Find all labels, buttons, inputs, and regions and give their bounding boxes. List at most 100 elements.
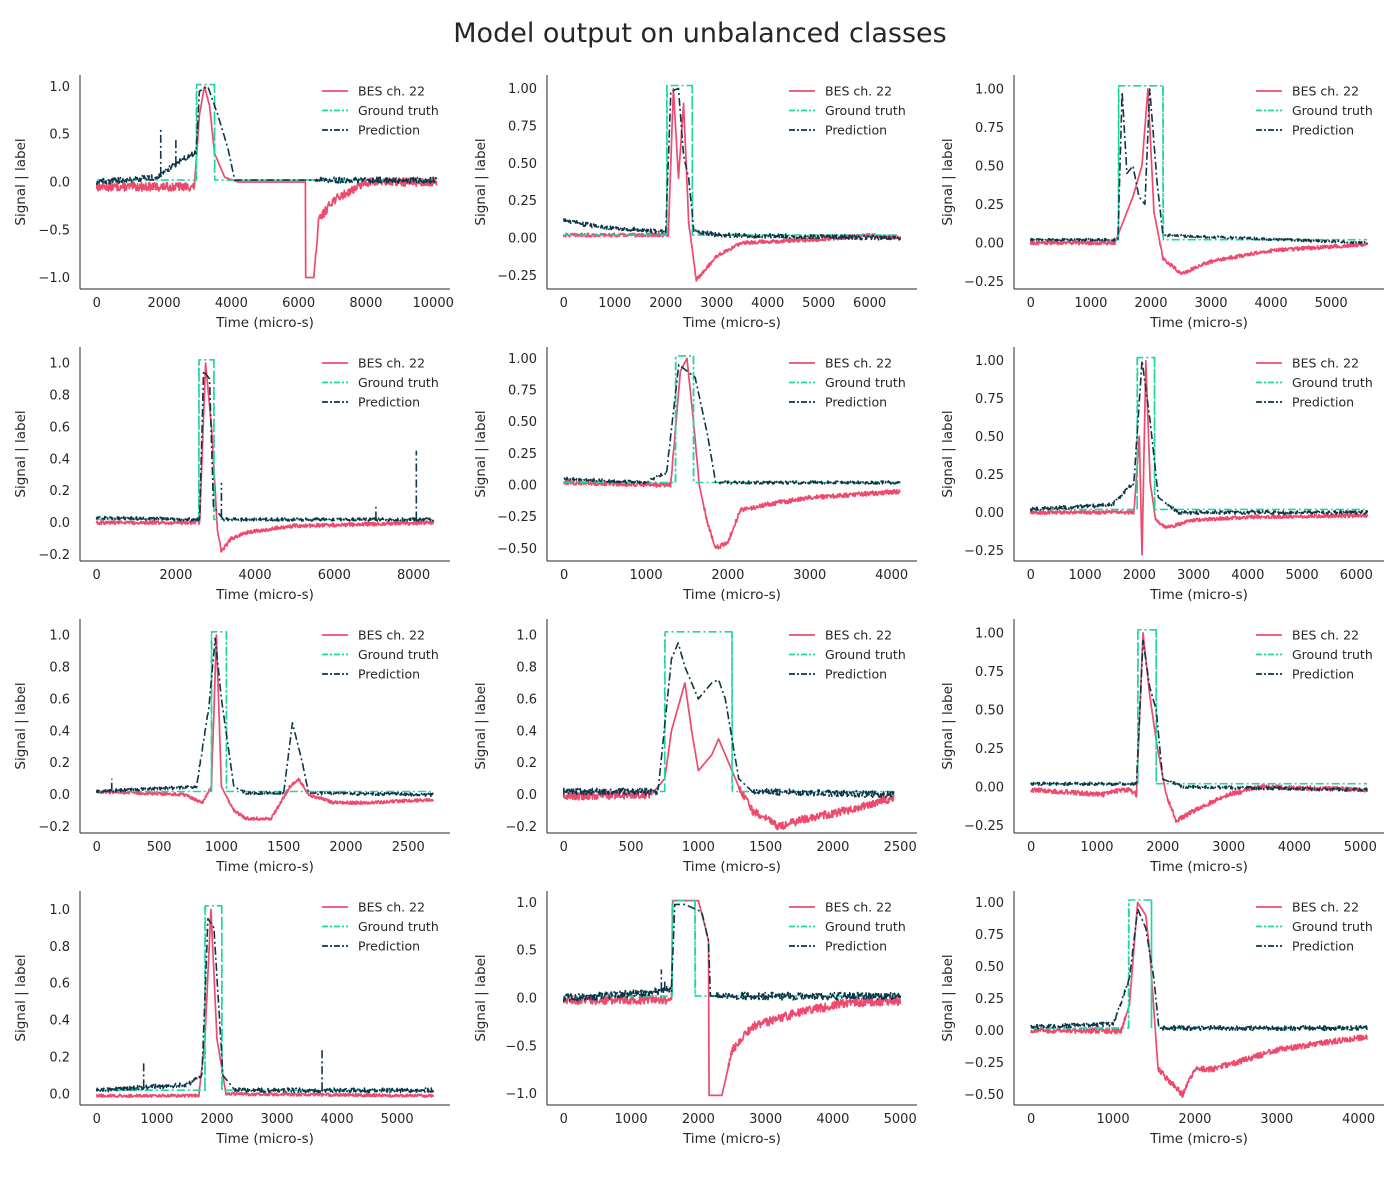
legend-label: BES ch. 22 [1292, 628, 1359, 643]
signal-line [95, 85, 438, 279]
x-tick-label: 3000 [1212, 840, 1245, 855]
subplot-5: 0 1000 2000 3000 4000 −0.50 −0.25 0.00 0.25 0.50 0… [473, 347, 917, 603]
signal-line [563, 357, 901, 550]
x-tick-label: 2000 [329, 840, 362, 855]
y-tick-label: 0.75 [975, 928, 1004, 943]
x-tick-label: 0 [560, 840, 568, 855]
legend: BES ch. 22 Ground truth Prediction [1256, 900, 1373, 954]
y-tick-label: 0.2 [49, 484, 70, 499]
y-axis-label: Signal | label [13, 682, 29, 769]
x-tick-label: 2000 [200, 1112, 233, 1127]
y-tick-label: 1.00 [508, 82, 537, 97]
legend-label: Ground truth [358, 647, 439, 662]
x-axis-label: Time (micro-s) [215, 859, 314, 875]
y-tick-label: 0.5 [49, 128, 70, 143]
signal-line [562, 682, 895, 831]
x-tick-label: 1000 [140, 1112, 173, 1127]
y-tick-label: 0.2 [49, 756, 70, 771]
prediction-line [563, 363, 901, 485]
x-axis-label: Time (micro-s) [1149, 315, 1248, 331]
legend: BES ch. 22 Ground truth Prediction [322, 84, 439, 138]
y-tick-label: 0.4 [516, 724, 537, 739]
prediction-line [563, 87, 901, 241]
legend-label: Ground truth [825, 919, 906, 934]
x-tick-label: 4000 [816, 1112, 849, 1127]
y-tick-label: −0.5 [38, 223, 70, 238]
x-tick-label: 5000 [802, 296, 835, 311]
y-tick-label: 0.25 [975, 992, 1004, 1007]
x-tick-label: 1000 [205, 840, 238, 855]
legend-label: BES ch. 22 [358, 628, 425, 643]
series-group [95, 359, 435, 553]
x-tick-label: 1000 [1069, 568, 1102, 583]
x-tick-label: 4000 [1342, 1112, 1375, 1127]
x-axis-label: Time (micro-s) [682, 315, 781, 331]
signal-line [95, 908, 435, 1099]
x-tick-label: 3000 [1194, 296, 1227, 311]
legend-label: Prediction [358, 939, 420, 954]
prediction-line [563, 903, 901, 1003]
y-tick-label: 0.4 [49, 1014, 70, 1029]
x-tick-label: 1500 [267, 840, 300, 855]
x-tick-label: 3000 [260, 1112, 293, 1127]
prediction-line [563, 642, 895, 799]
y-tick-label: 1.0 [49, 903, 70, 918]
legend: BES ch. 22 Ground truth Prediction [322, 356, 439, 410]
x-axis-label: Time (micro-s) [1149, 587, 1248, 603]
x-tick-label: 500 [147, 840, 172, 855]
x-tick-label: 1000 [1074, 296, 1107, 311]
x-tick-label: 5000 [1286, 568, 1319, 583]
legend: BES ch. 22 Ground truth Prediction [789, 356, 906, 410]
x-tick-label: 3000 [1177, 568, 1210, 583]
legend-label: Ground truth [358, 919, 439, 934]
x-tick-label: 5000 [884, 1112, 917, 1127]
y-tick-label: 0.00 [975, 506, 1004, 521]
series-group [562, 631, 895, 831]
legend-label: Prediction [1292, 939, 1354, 954]
legend-label: BES ch. 22 [358, 84, 425, 99]
x-tick-label: 0 [1027, 568, 1035, 583]
y-tick-label: 1.00 [975, 896, 1004, 911]
legend: BES ch. 22 Ground truth Prediction [789, 900, 906, 954]
legend-label: BES ch. 22 [358, 356, 425, 371]
x-tick-label: 3000 [793, 568, 826, 583]
legend-label: Prediction [825, 667, 887, 682]
legend-label: Ground truth [825, 375, 906, 390]
x-tick-label: 0 [560, 296, 568, 311]
signal-line [562, 899, 902, 1097]
y-tick-label: 0.6 [516, 692, 537, 707]
series-group [95, 631, 435, 821]
legend: BES ch. 22 Ground truth Prediction [789, 84, 906, 138]
legend-label: BES ch. 22 [1292, 356, 1359, 371]
y-tick-label: 0.2 [49, 1051, 70, 1066]
ground-truth-line [96, 83, 437, 181]
legend-label: Ground truth [1292, 375, 1373, 390]
x-tick-label: 0 [560, 568, 568, 583]
ground-truth-line [1030, 356, 1368, 511]
x-axis-label: Time (micro-s) [682, 587, 781, 603]
y-axis-label: Signal | label [940, 954, 956, 1041]
legend-label: Prediction [1292, 667, 1354, 682]
y-tick-label: 0.00 [975, 1024, 1004, 1039]
x-axis-label: Time (micro-s) [215, 587, 314, 603]
y-tick-label: 0.0 [49, 1087, 70, 1102]
y-axis-label: Signal | label [473, 138, 489, 225]
y-tick-label: 0.0 [516, 992, 537, 1007]
y-tick-label: 0.75 [975, 665, 1004, 680]
legend: BES ch. 22 Ground truth Prediction [1256, 84, 1373, 138]
series-group [1029, 85, 1369, 276]
series-group [562, 84, 902, 282]
legend-label: BES ch. 22 [1292, 84, 1359, 99]
y-tick-label: 0.6 [49, 977, 70, 992]
x-tick-label: 1000 [615, 1112, 648, 1127]
y-tick-label: 1.0 [49, 80, 70, 95]
x-tick-label: 2000 [682, 1112, 715, 1127]
subplot-4: 0 2000 4000 6000 8000 −0.2 0.0 0.2 0.4 0.6 0.8 1.0 T… [13, 347, 450, 603]
y-axis-label: Signal | label [473, 682, 489, 769]
y-tick-label: 0.0 [516, 788, 537, 803]
y-tick-label: 1.00 [975, 626, 1004, 641]
y-tick-label: −0.25 [964, 1056, 1004, 1071]
legend: BES ch. 22 Ground truth Prediction [322, 628, 439, 682]
y-tick-label: 0.50 [975, 703, 1004, 718]
